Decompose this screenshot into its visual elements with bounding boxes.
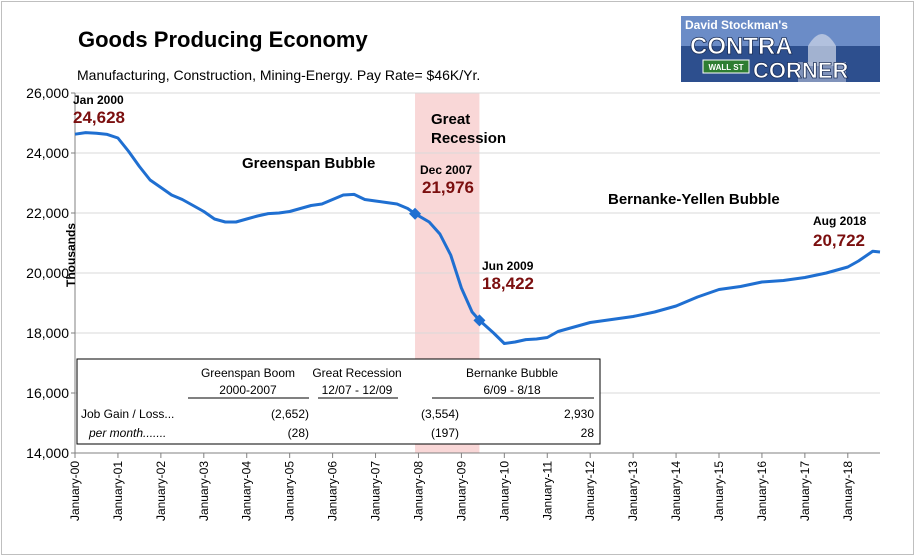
x-tick-label: January-02 (154, 461, 168, 521)
table-cell: 2,930 (564, 407, 594, 421)
x-tick-label: January-01 (111, 461, 125, 521)
plot-area: 14,000 16,000 18,000 20,000 22,000 24,000 26,0… (26, 85, 881, 521)
y-tick-label: 22,000 (26, 205, 69, 221)
capitol-base-icon (798, 62, 846, 82)
annotation-date: Jan 2000 (73, 93, 124, 107)
table-subheader: 2000-2007 (219, 383, 277, 397)
logo-sky (681, 16, 880, 46)
table-cell: (28) (288, 426, 309, 440)
x-tick-label: January-18 (841, 461, 855, 521)
x-tick-label: January-17 (798, 461, 812, 521)
annotation-value: 20,722 (813, 231, 865, 250)
y-tick-label: 26,000 (26, 85, 69, 101)
recession-label-line1: Great (431, 111, 470, 128)
capitol-dome-icon (808, 34, 836, 66)
table-header: Bernanke Bubble (466, 366, 558, 380)
greenspan-bubble-label: Greenspan Bubble (242, 155, 375, 172)
x-tick-label: January-09 (454, 461, 468, 521)
annotation-marker (409, 207, 422, 220)
table-subheader: 12/07 - 12/09 (322, 383, 393, 397)
annotation-value: 21,976 (422, 178, 474, 197)
bernanke-yellen-bubble-label: Bernanke-Yellen Bubble (608, 191, 780, 208)
y-tick-label: 14,000 (26, 445, 69, 461)
x-tick-label: January-06 (326, 461, 340, 521)
y-tick-label: 16,000 (26, 385, 69, 401)
x-tick-label: January-00 (68, 461, 82, 521)
chart-subtitle: Manufacturing, Construction, Mining-Ener… (77, 67, 480, 83)
table-subheader: 6/09 - 8/18 (483, 383, 541, 397)
x-tick-label: January-08 (411, 461, 425, 521)
annotation-value: 24,628 (73, 108, 125, 127)
chart-title: Goods Producing Economy (78, 27, 368, 52)
series-line (74, 131, 881, 345)
y-tick-label: 20,000 (26, 265, 69, 281)
annotation-date: Dec 2007 (420, 163, 472, 177)
logo: David Stockman's CONTRA WALL ST CORNER (681, 16, 880, 83)
table-cell: (3,554) (421, 407, 459, 421)
table-cell: (2,652) (271, 407, 309, 421)
annotation-marker (473, 314, 486, 327)
x-tick-label: January-14 (669, 461, 683, 521)
x-tick-label: January-07 (369, 461, 383, 521)
x-tick-label: January-15 (712, 461, 726, 521)
table-header: Greenspan Boom (201, 366, 295, 380)
annotation-date: Jun 2009 (482, 259, 534, 273)
x-tick-label: January-13 (626, 461, 640, 521)
summary-table: Greenspan Boom 2000-2007 (2,652) (28) Great … (76, 358, 601, 445)
x-tick-label: January-11 (540, 461, 554, 520)
table-cell: 28 (581, 426, 595, 440)
x-tick-label: January-03 (197, 461, 211, 521)
y-tick-label: 18,000 (26, 325, 69, 341)
table-row-label: per month....... (88, 426, 166, 440)
recession-label-line2: Recession (431, 130, 506, 147)
logo-line3: CORNER (753, 58, 848, 83)
x-tick-label: January-05 (283, 461, 297, 521)
logo-sign-text: WALL ST (709, 63, 744, 72)
x-tick-label: January-10 (497, 461, 511, 521)
annotation-date: Aug 2018 (813, 214, 867, 228)
x-tick-label: January-16 (755, 461, 769, 521)
table-row-label: Job Gain / Loss... (81, 407, 174, 421)
y-tick-label: 24,000 (26, 145, 69, 161)
table-header: Great Recession (312, 366, 401, 380)
table-cell: (197) (431, 426, 459, 440)
summary-table-box (76, 358, 601, 445)
logo-line2: CONTRA (690, 33, 793, 60)
annotation-value: 18,422 (482, 274, 534, 293)
wall-street-sign-icon (702, 59, 750, 74)
logo-line1: David Stockman's (685, 18, 788, 32)
x-tick-label: January-04 (240, 461, 254, 521)
y-axis-label: Thousands (64, 223, 78, 287)
x-tick-label: January-12 (583, 461, 597, 521)
